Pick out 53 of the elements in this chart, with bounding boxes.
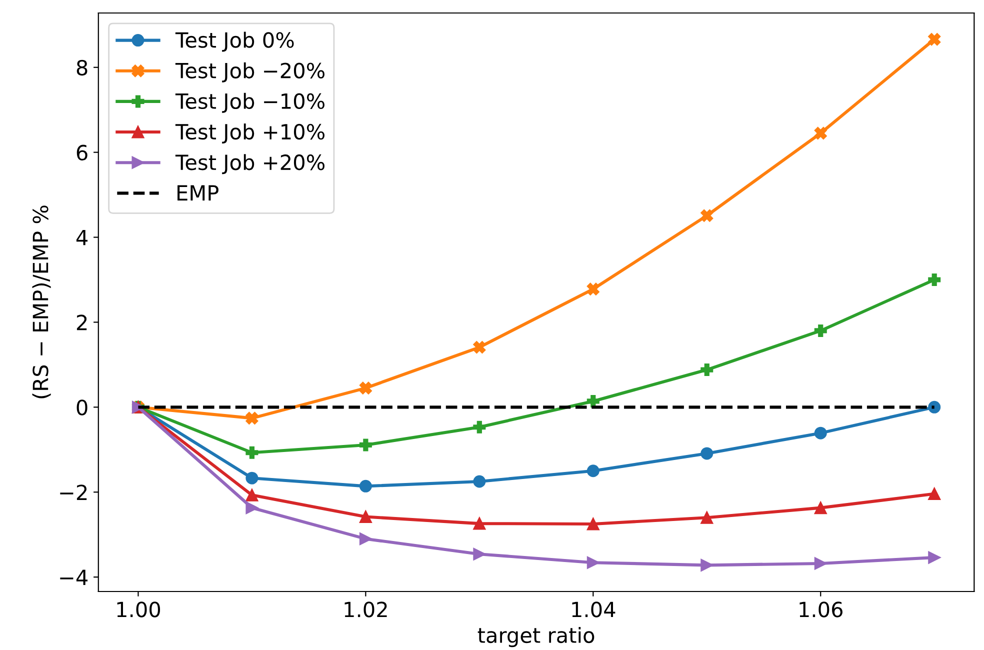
point [814, 557, 827, 570]
y-tick-label: 8 [76, 60, 88, 76]
point [359, 438, 372, 452]
point [246, 488, 258, 502]
point [700, 209, 714, 222]
x-axis-title: target ratio [478, 626, 594, 648]
legend-label: Test Job −10% [175, 92, 324, 113]
point [928, 33, 941, 46]
x-tick-label: 1.02 [344, 602, 387, 618]
point [473, 548, 486, 560]
legend-label: Test Job 0% [175, 32, 294, 52]
point [928, 551, 941, 564]
point [586, 394, 600, 408]
point [814, 324, 827, 337]
point [359, 510, 372, 523]
y-tick-label: −2 [60, 484, 87, 500]
point [700, 447, 714, 460]
point [359, 532, 372, 546]
legend-label: Test Job −20% [175, 62, 324, 82]
point [359, 480, 372, 492]
point [814, 502, 827, 514]
point [473, 420, 486, 434]
point [246, 446, 258, 459]
legend-label: EMP [178, 185, 218, 200]
x-tick-label: 1.04 [572, 602, 616, 618]
point [586, 518, 600, 530]
point [586, 464, 600, 478]
point [814, 126, 827, 140]
point [473, 341, 486, 354]
point [246, 472, 258, 484]
x-tick-label: 1.00 [117, 602, 160, 618]
point [586, 556, 600, 569]
point [473, 475, 486, 488]
point [928, 488, 941, 500]
point [473, 517, 486, 530]
y-tick-label: 4 [76, 230, 88, 246]
legend-label: Test Job +20% [175, 154, 324, 174]
y-tick-label: 2 [76, 314, 87, 330]
point [928, 400, 941, 414]
point [246, 412, 258, 424]
point [359, 382, 372, 394]
point [700, 511, 714, 524]
y-tick-label: −4 [60, 570, 88, 585]
y-tick-label: 6 [76, 144, 88, 161]
point [814, 426, 827, 440]
point [700, 364, 714, 376]
point [928, 273, 941, 286]
x-tick-label: 1.06 [800, 602, 842, 618]
y-axis-title: (RS − EMP)/EMP % [32, 206, 51, 398]
point [246, 502, 258, 514]
y-tick-label: 0 [76, 400, 88, 416]
legend-label: Test Job +10% [175, 123, 324, 144]
point [586, 282, 600, 296]
